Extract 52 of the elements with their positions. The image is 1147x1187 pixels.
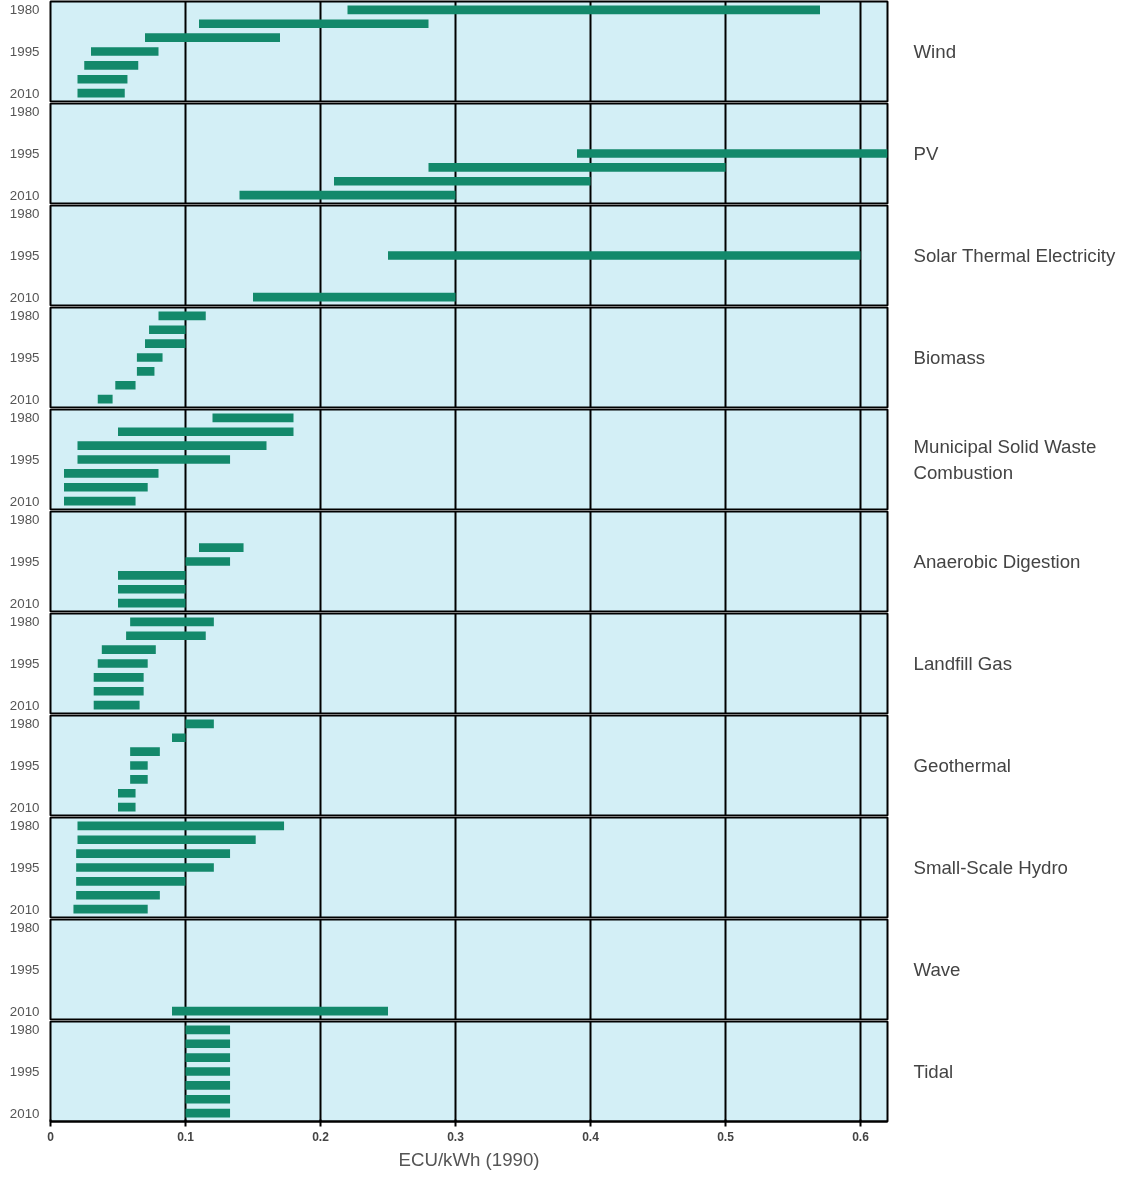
y-tick-label: 2010 — [9, 187, 40, 203]
y-tick-label: 1980 — [9, 410, 40, 426]
y2-axis-title: Tidal — [913, 1061, 954, 1082]
y-tick-label: 2010 — [9, 391, 40, 407]
y-tick-label: 2010 — [9, 1003, 40, 1019]
y-tick-label: 1995 — [9, 656, 40, 671]
x-tick-label: 0 — [47, 1129, 55, 1144]
y2-axis-title: Municipal Solid Waste Combustion — [913, 436, 1097, 483]
y2-axis-title: Biomass — [913, 347, 986, 368]
y-tick-label: 1995 — [9, 1064, 40, 1079]
y2-axis-title: Small-Scale Hydro — [913, 857, 1068, 878]
y-tick-label: 1980 — [9, 2, 40, 18]
x-axis-title: ECU/kWh (1990) — [398, 1148, 540, 1170]
y-tick-label: 1995 — [9, 860, 40, 875]
y-tick-label: 1980 — [9, 1022, 40, 1038]
y-tick-label: 1980 — [9, 920, 40, 936]
y2-axis-title: Solar Thermal Electricity — [913, 245, 1116, 266]
y-tick-label: 1995 — [9, 452, 40, 467]
y-tick-label: 1995 — [9, 962, 40, 977]
y-tick-label: 2010 — [9, 799, 40, 815]
y-tick-label: 1980 — [9, 206, 40, 222]
x-tick-label: 0.5 — [717, 1129, 735, 1144]
x-tick-label: 0.2 — [312, 1129, 330, 1144]
y-tick-label: 1980 — [9, 818, 40, 834]
x-tick-label: 0.4 — [582, 1129, 600, 1144]
y-tick-label: 1995 — [9, 44, 40, 59]
x-tick-label: 0.1 — [177, 1129, 195, 1144]
y2-axis-title: Anaerobic Digestion — [913, 551, 1081, 572]
y-tick-label: 2010 — [9, 1105, 40, 1121]
y-tick-label: 2010 — [9, 85, 40, 101]
y2-axis-title: Landfill Gas — [913, 653, 1013, 674]
y-tick-label: 2010 — [9, 697, 40, 713]
y2-axis-title: Wind — [913, 41, 957, 62]
y-tick-label: 2010 — [9, 901, 40, 917]
y-tick-label: 1995 — [9, 758, 40, 773]
x-tick-label: 0.6 — [852, 1129, 870, 1144]
y-tick-label: 1995 — [9, 554, 40, 569]
y-tick-label: 1980 — [9, 512, 40, 528]
y-tick-label: 2010 — [9, 289, 40, 305]
y-tick-label: 2010 — [9, 595, 40, 611]
x-tick-label: 0.3 — [447, 1129, 465, 1144]
y2-axis-title: PV — [913, 143, 939, 164]
y-tick-label: 1980 — [9, 716, 40, 732]
y-tick-label: 1980 — [9, 104, 40, 120]
y-tick-label: 1995 — [9, 146, 40, 161]
y-tick-label: 1995 — [9, 350, 40, 365]
y-tick-label: 1980 — [9, 308, 40, 324]
y-tick-label: 1980 — [9, 614, 40, 630]
y2-axis-title: Wave — [913, 959, 961, 980]
y-tick-label: 2010 — [9, 493, 40, 509]
y2-axis-title: Geothermal — [913, 755, 1011, 776]
y-tick-label: 1995 — [9, 248, 40, 263]
